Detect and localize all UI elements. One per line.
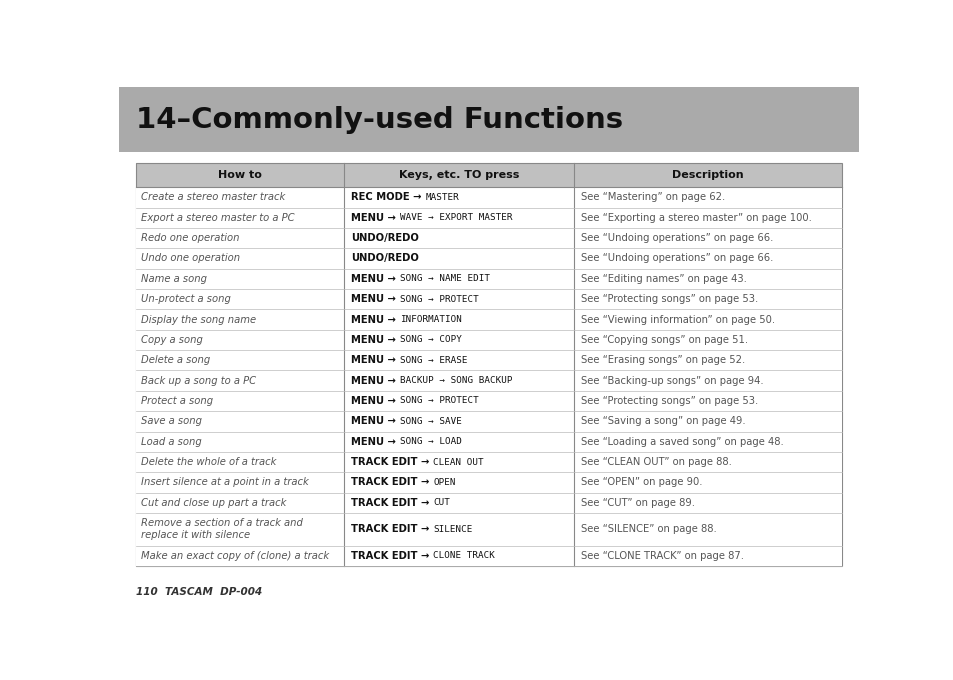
Text: SONG → PROTECT: SONG → PROTECT: [399, 396, 478, 405]
Text: SONG → NAME EDIT: SONG → NAME EDIT: [399, 274, 489, 284]
Text: SILENCE: SILENCE: [433, 525, 472, 534]
Bar: [135, 163, 841, 566]
Text: Cut and close up part a track: Cut and close up part a track: [140, 498, 286, 508]
Text: SONG → COPY: SONG → COPY: [399, 335, 461, 344]
Text: See “Protecting songs” on page 53.: See “Protecting songs” on page 53.: [580, 396, 758, 406]
Text: Name a song: Name a song: [140, 274, 207, 284]
Text: SONG → PROTECT: SONG → PROTECT: [399, 294, 478, 304]
Bar: [135, 492, 841, 513]
Text: TRACK EDIT →: TRACK EDIT →: [351, 551, 433, 561]
Text: Redo one operation: Redo one operation: [140, 233, 239, 243]
Bar: [135, 163, 841, 187]
Bar: [135, 432, 841, 452]
Text: See “Mastering” on page 62.: See “Mastering” on page 62.: [580, 192, 724, 203]
Text: MENU →: MENU →: [351, 355, 399, 365]
Text: See “Saving a song” on page 49.: See “Saving a song” on page 49.: [580, 416, 745, 426]
Text: CLEAN OUT: CLEAN OUT: [433, 458, 483, 466]
Bar: [135, 452, 841, 473]
Text: SONG → SAVE: SONG → SAVE: [399, 417, 461, 426]
Bar: [135, 269, 841, 289]
Text: 110  TASCAM  DP-004: 110 TASCAM DP-004: [135, 587, 261, 597]
Bar: [135, 545, 841, 566]
Text: MENU →: MENU →: [351, 294, 399, 304]
Bar: [135, 391, 841, 411]
Text: BACKUP → SONG BACKUP: BACKUP → SONG BACKUP: [399, 376, 512, 385]
Text: MENU →: MENU →: [351, 396, 399, 406]
Text: UNDO/REDO: UNDO/REDO: [351, 233, 419, 243]
Text: See “OPEN” on page 90.: See “OPEN” on page 90.: [580, 477, 702, 488]
Text: MENU →: MENU →: [351, 375, 399, 386]
Text: Undo one operation: Undo one operation: [140, 254, 239, 263]
Bar: [135, 371, 841, 391]
Text: See “Undoing operations” on page 66.: See “Undoing operations” on page 66.: [580, 233, 773, 243]
Text: See “Loading a saved song” on page 48.: See “Loading a saved song” on page 48.: [580, 437, 783, 447]
Bar: [135, 473, 841, 492]
Text: CUT: CUT: [433, 498, 450, 507]
Text: MENU →: MENU →: [351, 274, 399, 284]
Bar: [135, 411, 841, 432]
Text: TRACK EDIT →: TRACK EDIT →: [351, 524, 433, 534]
Text: See “Backing-up songs” on page 94.: See “Backing-up songs” on page 94.: [580, 375, 763, 386]
Text: Make an exact copy of (clone) a track: Make an exact copy of (clone) a track: [140, 551, 329, 561]
Text: 14–Commonly-used Functions: 14–Commonly-used Functions: [135, 105, 622, 133]
Text: INFORMATION: INFORMATION: [399, 315, 461, 324]
Text: See “CLONE TRACK” on page 87.: See “CLONE TRACK” on page 87.: [580, 551, 743, 561]
Text: Keys, etc. TO press: Keys, etc. TO press: [398, 170, 518, 180]
Text: MENU →: MENU →: [351, 315, 399, 324]
Text: TRACK EDIT →: TRACK EDIT →: [351, 477, 433, 488]
Text: Delete the whole of a track: Delete the whole of a track: [140, 457, 275, 467]
Text: See “Protecting songs” on page 53.: See “Protecting songs” on page 53.: [580, 294, 758, 304]
Text: MENU →: MENU →: [351, 213, 399, 223]
Text: Save a song: Save a song: [140, 416, 201, 426]
Text: MENU →: MENU →: [351, 416, 399, 426]
Bar: [135, 513, 841, 545]
Text: Create a stereo master track: Create a stereo master track: [140, 192, 285, 203]
Text: Description: Description: [672, 170, 743, 180]
Bar: [135, 207, 841, 228]
Bar: [135, 289, 841, 309]
Text: TRACK EDIT →: TRACK EDIT →: [351, 498, 433, 508]
Text: REC MODE →: REC MODE →: [351, 192, 425, 203]
Text: SONG → ERASE: SONG → ERASE: [399, 356, 467, 364]
Text: SONG → LOAD: SONG → LOAD: [399, 437, 461, 446]
Text: TRACK EDIT →: TRACK EDIT →: [351, 457, 433, 467]
Bar: [135, 187, 841, 207]
Text: Protect a song: Protect a song: [140, 396, 213, 406]
Text: Back up a song to a PC: Back up a song to a PC: [140, 375, 255, 386]
Text: MENU →: MENU →: [351, 335, 399, 345]
Text: Un-protect a song: Un-protect a song: [140, 294, 231, 304]
Text: MENU →: MENU →: [351, 437, 399, 447]
Text: UNDO/REDO: UNDO/REDO: [351, 254, 419, 263]
Text: See “Copying songs” on page 51.: See “Copying songs” on page 51.: [580, 335, 747, 345]
Text: See “SILENCE” on page 88.: See “SILENCE” on page 88.: [580, 524, 716, 534]
Text: OPEN: OPEN: [433, 478, 456, 487]
Bar: [135, 350, 841, 371]
Text: See “CUT” on page 89.: See “CUT” on page 89.: [580, 498, 695, 508]
Text: See “Viewing information” on page 50.: See “Viewing information” on page 50.: [580, 315, 775, 324]
Bar: [119, 87, 858, 152]
Text: CLONE TRACK: CLONE TRACK: [433, 551, 495, 560]
Text: See “Editing names” on page 43.: See “Editing names” on page 43.: [580, 274, 746, 284]
Bar: [135, 248, 841, 269]
Text: See “Undoing operations” on page 66.: See “Undoing operations” on page 66.: [580, 254, 773, 263]
Text: Copy a song: Copy a song: [140, 335, 202, 345]
Text: See “Erasing songs” on page 52.: See “Erasing songs” on page 52.: [580, 355, 744, 365]
Text: See “Exporting a stereo master” on page 100.: See “Exporting a stereo master” on page …: [580, 213, 811, 223]
Bar: [135, 330, 841, 350]
Bar: [135, 309, 841, 330]
Text: Remove a section of a track and
replace it with silence: Remove a section of a track and replace …: [140, 518, 302, 541]
Text: How to: How to: [217, 170, 261, 180]
Text: Delete a song: Delete a song: [140, 355, 210, 365]
Text: Display the song name: Display the song name: [140, 315, 255, 324]
Text: WAVE → EXPORT MASTER: WAVE → EXPORT MASTER: [399, 214, 512, 222]
Text: MASTER: MASTER: [425, 193, 458, 202]
Text: Load a song: Load a song: [140, 437, 201, 447]
Text: Insert silence at a point in a track: Insert silence at a point in a track: [140, 477, 308, 488]
Bar: [135, 228, 841, 248]
Text: Export a stereo master to a PC: Export a stereo master to a PC: [140, 213, 294, 223]
Text: See “CLEAN OUT” on page 88.: See “CLEAN OUT” on page 88.: [580, 457, 731, 467]
